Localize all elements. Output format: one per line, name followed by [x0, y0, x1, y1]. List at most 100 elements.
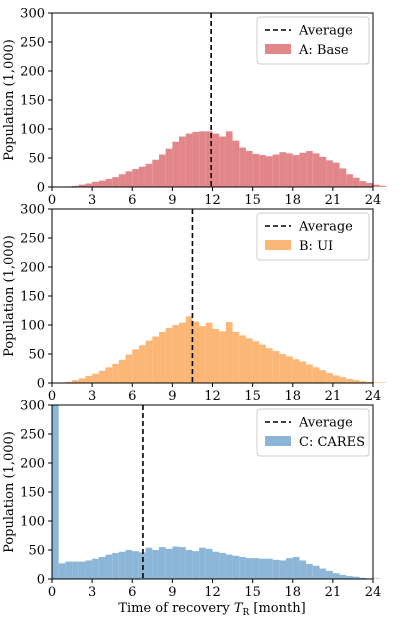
bar: [125, 550, 133, 579]
y-tick-label: 250: [20, 232, 45, 247]
legend-series-label: A: Base: [298, 43, 349, 58]
bar: [359, 381, 367, 383]
bar: [299, 361, 307, 383]
bar: [245, 151, 253, 187]
bar: [152, 336, 159, 383]
bar: [299, 152, 307, 187]
bar: [312, 367, 320, 383]
x-axis-label-symbol: T: [234, 601, 244, 616]
bar: [159, 547, 166, 579]
bar: [326, 570, 333, 579]
y-tick-label: 300: [20, 399, 45, 414]
bar: [245, 558, 253, 579]
bar: [112, 552, 119, 579]
bar: [199, 547, 206, 579]
bar: [252, 558, 260, 579]
bar: [366, 381, 373, 383]
bar: [159, 331, 166, 383]
y-tick-label: 250: [20, 428, 45, 443]
legend-average-label: Average: [298, 220, 353, 235]
bar: [306, 563, 313, 579]
bar: [212, 329, 220, 383]
bar: [192, 321, 200, 383]
y-tick-label: 150: [20, 486, 45, 501]
bar: [292, 155, 300, 187]
bar: [332, 573, 340, 579]
bar: [326, 160, 333, 187]
legend-average-label: Average: [298, 416, 353, 431]
bar: [72, 185, 79, 187]
bar: [152, 159, 159, 187]
bar: [192, 131, 200, 187]
x-tick-label: 12: [204, 193, 221, 208]
bar: [172, 546, 180, 579]
legend: Average C: CARES: [256, 408, 370, 457]
bar: [138, 166, 146, 187]
legend-series-label: C: CARES: [299, 435, 365, 450]
bar: [98, 370, 106, 383]
legend: Average B: UI: [256, 212, 370, 261]
x-tick-label: 0: [48, 389, 56, 404]
legend-series-label: B: UI: [299, 239, 333, 254]
bar: [266, 348, 273, 383]
x-axis-label: Time of recovery TR [month]: [118, 601, 305, 618]
bar: [346, 174, 353, 187]
bar: [92, 373, 99, 383]
y-axis-label: Population (1,000): [2, 431, 17, 553]
y-tick-label: 250: [20, 36, 45, 51]
y-tick-label: 100: [20, 515, 45, 530]
bar: [85, 560, 93, 579]
bar: [373, 578, 380, 579]
bar: [118, 551, 126, 579]
x-tick-label: 9: [168, 389, 176, 404]
bar: [125, 171, 133, 187]
bar: [366, 182, 373, 187]
bar: [199, 326, 206, 383]
bar: [185, 133, 193, 187]
bar: [252, 153, 260, 187]
bar: [105, 554, 113, 579]
bar: [219, 331, 226, 383]
bar: [152, 550, 159, 579]
bar: [379, 382, 387, 383]
bar: [279, 152, 287, 187]
bar: [339, 168, 347, 187]
bar: [105, 367, 113, 383]
bar: [292, 556, 300, 579]
bar: [266, 558, 273, 579]
bar: [299, 560, 307, 579]
x-tick-label: 24: [365, 585, 382, 600]
y-tick-label: 0: [37, 181, 45, 196]
x-tick-label: 0: [48, 585, 56, 600]
bar: [272, 351, 280, 383]
bar: [286, 558, 293, 579]
bar: [52, 405, 59, 579]
bar: [85, 183, 93, 187]
bar: [205, 548, 213, 579]
y-tick-label: 0: [37, 377, 45, 392]
bar: [225, 322, 233, 383]
bar: [112, 177, 119, 187]
bar: [239, 147, 246, 187]
bar: [286, 356, 293, 383]
x-tick-label: 18: [284, 193, 301, 208]
x-axis-label-unit: [month]: [249, 601, 305, 616]
x-tick-label: 6: [128, 193, 136, 208]
y-axis-label: Population (1,000): [2, 39, 17, 161]
bar: [319, 568, 327, 579]
bar: [125, 354, 133, 383]
bar: [339, 574, 347, 579]
x-tick-label: 24: [365, 193, 382, 208]
y-tick-label: 100: [20, 319, 45, 334]
legend-series-swatch: [265, 240, 291, 250]
y-tick-label: 200: [20, 65, 45, 80]
bar: [205, 131, 213, 187]
bar: [239, 556, 246, 579]
bar: [132, 551, 139, 579]
bar: [259, 558, 266, 579]
bar: [65, 381, 73, 383]
y-tick-label: 0: [37, 573, 45, 588]
bar: [185, 550, 193, 579]
bar: [332, 162, 340, 187]
